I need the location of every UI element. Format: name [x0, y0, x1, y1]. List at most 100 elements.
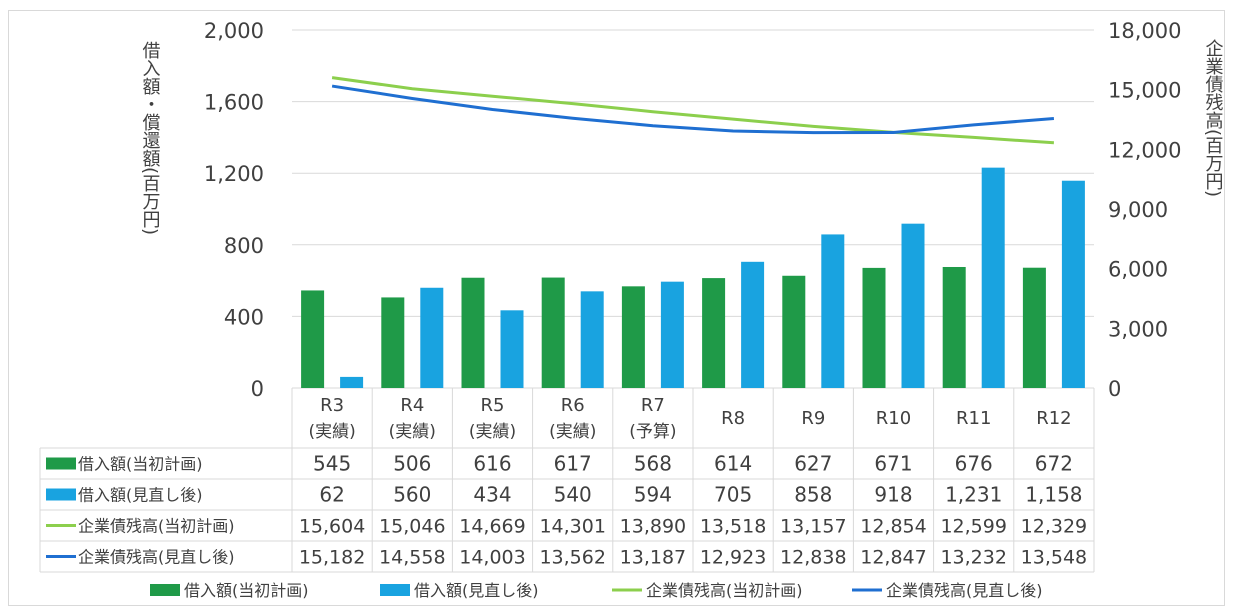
bar-series-1-2	[500, 310, 524, 388]
bar-series-1-3	[580, 291, 604, 388]
table-value: 616	[473, 452, 511, 476]
bar-series-0-1	[381, 297, 405, 388]
legend-label: 企業債残高(見直し後)	[886, 581, 1043, 600]
right-axis-title: 企業債残高(百万円)	[1203, 39, 1224, 197]
left-axis-title: 借入額・償還額(百万円)	[140, 41, 161, 235]
bar-series-1-7	[901, 223, 925, 388]
line-series-2	[331, 76, 1055, 145]
table-value: 13,518	[700, 516, 766, 538]
table-value: 617	[554, 452, 592, 476]
category-label: R8	[721, 408, 745, 429]
table-value: 506	[393, 452, 431, 476]
right-tick-label: 9,000	[1108, 198, 1168, 222]
left-tick-label: 800	[224, 234, 264, 258]
data-table: R3 (実績) R4 (実績) R5 (実績) R6 (実績) R7 (予算) R8 R9 R10 R11…	[39, 388, 1095, 573]
table-value: 568	[634, 452, 672, 476]
legend-key-0	[150, 584, 180, 596]
line-series-3	[331, 84, 1055, 135]
table-value: 13,157	[780, 516, 846, 538]
left-tick-label: 2,000	[204, 19, 264, 43]
right-tick-label: 12,000	[1108, 138, 1181, 162]
bar-series-0-6	[782, 275, 806, 388]
bar-series-1-4	[660, 281, 684, 388]
category-sublabel: (予算)	[629, 422, 676, 442]
category-label: R3	[320, 395, 344, 416]
table-value: 671	[874, 452, 912, 476]
category-label: R11	[956, 408, 991, 429]
bar-series-1-8	[981, 167, 1005, 388]
table-value: 672	[1035, 452, 1073, 476]
bar-series-0-0	[301, 290, 325, 388]
table-value: 1,158	[1025, 483, 1082, 507]
table-value: 14,558	[379, 547, 445, 569]
bar-series-1-0	[340, 376, 364, 388]
table-row-label: 借入額(見直し後)	[78, 486, 203, 505]
bars	[301, 167, 1085, 388]
table-legend-key-1	[46, 488, 76, 501]
table-value: 858	[794, 483, 832, 507]
legend-key-1	[380, 584, 410, 596]
table-value: 14,669	[459, 516, 525, 538]
table-value: 614	[714, 452, 752, 476]
bar-series-1-5	[741, 261, 765, 388]
bar-series-0-2	[461, 277, 485, 388]
table-value: 13,890	[620, 516, 686, 538]
category-label: R7	[641, 395, 665, 416]
left-tick-label: 0	[251, 377, 264, 401]
bar-series-0-3	[541, 277, 565, 388]
legend: 借入額(当初計画) 借入額(見直し後) 企業債残高(当初計画) 企業債残高(見直し後)	[150, 581, 1043, 600]
left-tick-label: 400	[224, 305, 264, 329]
bar-series-1-9	[1061, 180, 1085, 388]
bar-series-0-5	[702, 278, 726, 388]
table-value: 14,003	[459, 547, 525, 569]
bar-series-1-1	[420, 287, 444, 388]
table-value: 12,599	[940, 516, 1006, 538]
table-value: 15,182	[299, 547, 365, 569]
table-value: 14,301	[539, 516, 605, 538]
table-value: 918	[874, 483, 912, 507]
bar-series-1-6	[821, 234, 845, 388]
category-sublabel: (実績)	[469, 422, 516, 442]
left-tick-label: 1,200	[204, 162, 264, 186]
table-value: 594	[634, 483, 672, 507]
category-sublabel: (実績)	[308, 422, 355, 442]
category-sublabel: (実績)	[389, 422, 436, 442]
table-value: 13,232	[940, 547, 1006, 569]
category-label: R6	[561, 395, 585, 416]
table-value: 12,854	[860, 516, 926, 538]
table-value: 676	[955, 452, 993, 476]
table-value: 560	[393, 483, 431, 507]
table-value: 12,838	[780, 547, 846, 569]
right-tick-label: 15,000	[1108, 79, 1181, 103]
legend-label: 借入額(見直し後)	[414, 581, 539, 600]
table-value: 13,187	[620, 547, 686, 569]
left-tick-label: 1,600	[204, 91, 264, 115]
right-tick-label: 18,000	[1108, 19, 1181, 43]
category-label: R10	[876, 408, 911, 429]
table-value: 545	[313, 452, 351, 476]
chart-frame	[8, 10, 1225, 606]
table-value: 15,046	[379, 516, 445, 538]
bar-series-0-8	[942, 266, 966, 388]
category-label: R12	[1036, 408, 1071, 429]
category-sublabel: (実績)	[549, 422, 596, 442]
gridlines	[292, 29, 1094, 389]
category-label: R4	[400, 395, 424, 416]
table-value: 13,548	[1021, 547, 1087, 569]
right-tick-label: 0	[1108, 377, 1121, 401]
legend-label: 借入額(当初計画)	[184, 581, 309, 600]
table-row-label: 企業債残高(当初計画)	[78, 517, 235, 536]
table-value: 540	[554, 483, 592, 507]
bar-series-0-4	[621, 286, 645, 388]
table-value: 12,923	[700, 547, 766, 569]
table-value: 12,329	[1021, 516, 1087, 538]
right-tick-label: 3,000	[1108, 317, 1168, 341]
table-value: 434	[473, 483, 511, 507]
table-value: 62	[319, 483, 344, 507]
legend-label: 企業債残高(当初計画)	[646, 581, 803, 600]
category-label: R5	[481, 395, 505, 416]
table-value: 12,847	[860, 547, 926, 569]
table-value: 1,231	[945, 483, 1002, 507]
lines	[331, 76, 1055, 145]
